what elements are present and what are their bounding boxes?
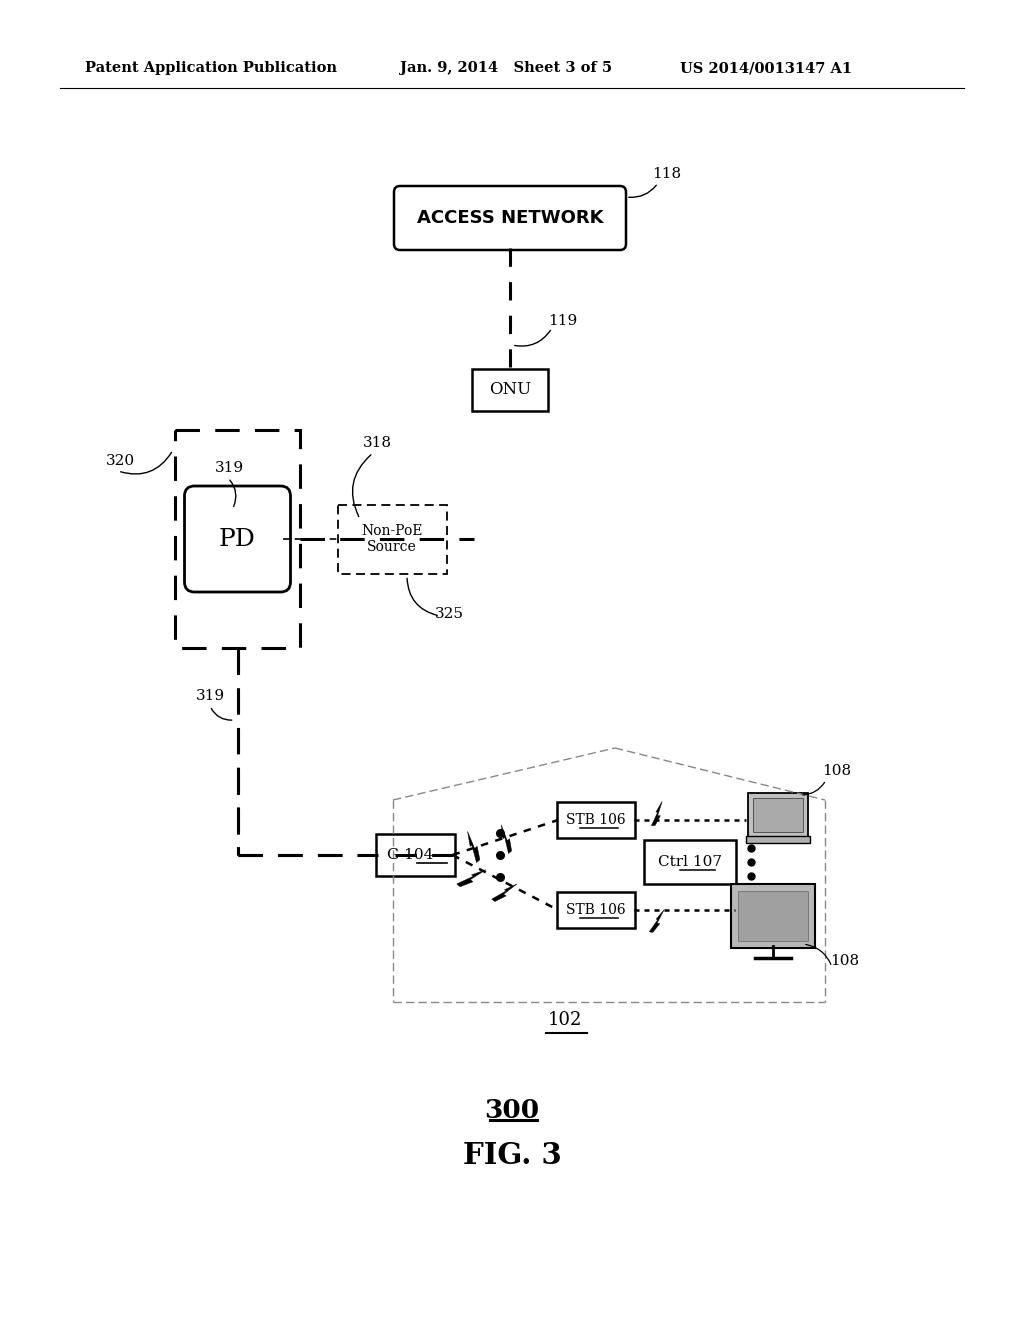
Text: ACCESS NETWORK: ACCESS NETWORK (417, 209, 603, 227)
Polygon shape (492, 884, 517, 902)
Text: Patent Application Publication: Patent Application Publication (85, 61, 337, 75)
Text: 102: 102 (548, 1011, 583, 1030)
Text: PD: PD (219, 528, 256, 550)
Text: STB 106: STB 106 (566, 813, 626, 828)
FancyBboxPatch shape (557, 892, 635, 928)
FancyBboxPatch shape (394, 186, 626, 249)
Text: 118: 118 (652, 168, 681, 181)
Polygon shape (468, 832, 480, 863)
Polygon shape (502, 825, 512, 854)
Text: US 2014/0013147 A1: US 2014/0013147 A1 (680, 61, 852, 75)
FancyBboxPatch shape (338, 504, 446, 573)
FancyBboxPatch shape (184, 486, 291, 591)
Text: 318: 318 (362, 436, 392, 450)
Polygon shape (649, 909, 665, 932)
Text: STB 106: STB 106 (566, 903, 626, 917)
Text: 319: 319 (215, 461, 244, 475)
Text: Ctrl 107: Ctrl 107 (658, 855, 722, 869)
Polygon shape (651, 801, 663, 825)
FancyBboxPatch shape (557, 803, 635, 838)
Text: FIG. 3: FIG. 3 (463, 1140, 561, 1170)
FancyBboxPatch shape (753, 799, 803, 832)
FancyBboxPatch shape (472, 370, 548, 411)
FancyBboxPatch shape (738, 891, 808, 941)
Text: 319: 319 (196, 689, 225, 704)
FancyBboxPatch shape (376, 834, 455, 876)
Text: 108: 108 (822, 764, 851, 777)
Text: Jan. 9, 2014   Sheet 3 of 5: Jan. 9, 2014 Sheet 3 of 5 (400, 61, 612, 75)
FancyBboxPatch shape (748, 793, 808, 837)
Text: Non-PoE
Source: Non-PoE Source (361, 524, 423, 554)
Text: 119: 119 (548, 314, 578, 327)
FancyBboxPatch shape (731, 884, 815, 948)
Text: 320: 320 (106, 454, 135, 469)
Text: 325: 325 (435, 607, 464, 620)
Text: G 104: G 104 (387, 847, 433, 862)
Text: ONU: ONU (488, 381, 531, 399)
FancyBboxPatch shape (746, 836, 810, 843)
Text: 300: 300 (484, 1097, 540, 1122)
FancyBboxPatch shape (644, 840, 736, 884)
Text: 108: 108 (830, 954, 859, 968)
Polygon shape (457, 870, 486, 887)
